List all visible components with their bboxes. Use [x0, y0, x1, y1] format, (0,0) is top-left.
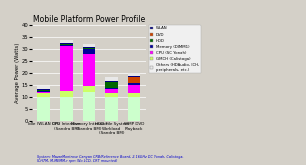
Bar	[37, 90, 50, 91]
Y-axis label: Average Power (Watts): Average Power (Watts)	[15, 42, 20, 103]
Bar	[60, 97, 73, 121]
Bar	[105, 88, 118, 89]
Bar	[60, 91, 73, 97]
Bar	[105, 77, 118, 81]
Bar	[83, 49, 95, 53]
Bar	[128, 83, 140, 85]
Bar	[60, 45, 73, 46]
Text: System: MazarMontrose Canyan CRB/Reference Board, 2.16GHz DC Yonah, Calistoga,
I: System: MazarMontrose Canyan CRB/Referen…	[37, 155, 183, 163]
Bar	[83, 86, 95, 92]
Bar	[37, 92, 50, 93]
Bar	[128, 77, 140, 83]
Bar	[83, 53, 95, 86]
Bar	[60, 44, 73, 45]
Bar	[60, 46, 73, 91]
Bar	[105, 93, 118, 97]
Bar	[105, 97, 118, 121]
Bar	[128, 97, 140, 121]
Bar	[37, 93, 50, 97]
Bar	[105, 82, 118, 88]
Bar	[37, 86, 50, 89]
Bar	[128, 93, 140, 97]
Bar	[37, 89, 50, 90]
Bar	[128, 73, 140, 76]
Bar	[37, 91, 50, 92]
Bar	[60, 43, 73, 44]
Bar	[105, 81, 118, 82]
Bar	[83, 92, 95, 121]
Bar	[60, 40, 73, 43]
Bar	[83, 44, 95, 47]
Bar	[128, 85, 140, 93]
Bar	[105, 89, 118, 93]
Title: Mobile Platform Power Profile: Mobile Platform Power Profile	[33, 15, 145, 24]
Bar	[37, 97, 50, 121]
Bar	[83, 47, 95, 48]
Bar	[83, 48, 95, 49]
Bar	[128, 76, 140, 77]
Legend: WLAN, DVD, HDD, Memory (DIMM1), CPU (SC Yonah), GMCH (Calistoga), Others (HDAudi: WLAN, DVD, HDD, Memory (DIMM1), CPU (SC …	[149, 25, 201, 73]
